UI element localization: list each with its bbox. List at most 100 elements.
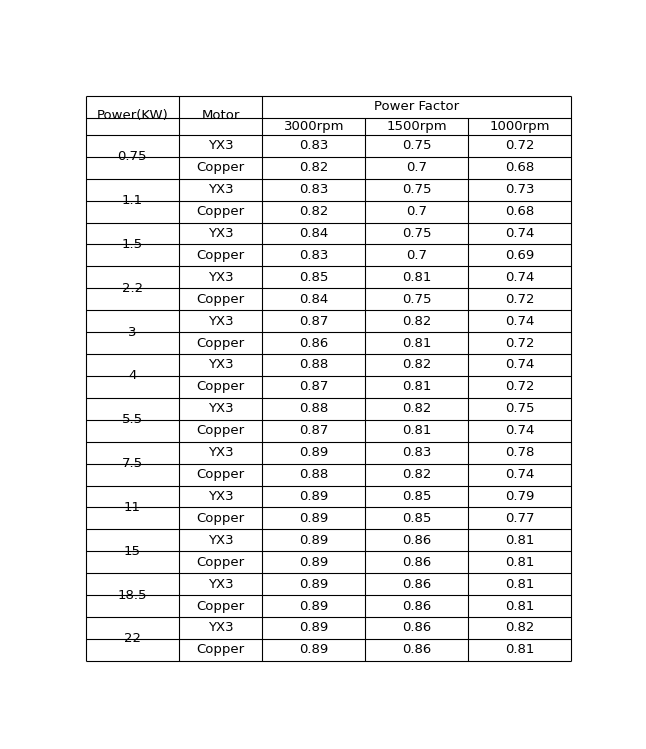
Text: 0.82: 0.82	[402, 315, 432, 327]
Text: YX3: YX3	[208, 446, 233, 459]
Text: 0.74: 0.74	[505, 227, 535, 240]
Text: Copper: Copper	[196, 599, 245, 613]
Text: YX3: YX3	[208, 271, 233, 284]
Text: 0.7: 0.7	[406, 161, 428, 175]
Text: 0.72: 0.72	[505, 293, 535, 306]
Text: 0.83: 0.83	[299, 249, 329, 262]
Text: YX3: YX3	[208, 402, 233, 415]
Text: YX3: YX3	[208, 622, 233, 634]
Text: 0.81: 0.81	[505, 534, 535, 547]
Text: 0.68: 0.68	[505, 161, 535, 175]
Text: 0.75: 0.75	[505, 402, 535, 415]
Text: 0.7: 0.7	[406, 205, 428, 218]
Text: 1.5: 1.5	[122, 238, 143, 251]
Text: 0.72: 0.72	[505, 139, 535, 152]
Text: 0.81: 0.81	[402, 424, 432, 437]
Text: 0.74: 0.74	[505, 359, 535, 372]
Text: 0.85: 0.85	[402, 490, 432, 503]
Text: 4: 4	[128, 369, 136, 383]
Text: 0.89: 0.89	[299, 446, 329, 459]
Text: Copper: Copper	[196, 380, 245, 393]
Text: 0.83: 0.83	[299, 139, 329, 152]
Text: 0.86: 0.86	[402, 577, 432, 591]
Text: YX3: YX3	[208, 359, 233, 372]
Text: 0.73: 0.73	[505, 184, 535, 196]
Text: 0.86: 0.86	[402, 556, 432, 568]
Text: Copper: Copper	[196, 468, 245, 481]
Text: 0.82: 0.82	[505, 622, 535, 634]
Text: 0.75: 0.75	[402, 184, 432, 196]
Text: 0.75: 0.75	[118, 151, 147, 163]
Text: 18.5: 18.5	[118, 589, 147, 601]
Text: 3000rpm: 3000rpm	[284, 120, 344, 133]
Text: 0.82: 0.82	[402, 468, 432, 481]
Text: 0.81: 0.81	[505, 556, 535, 568]
Text: 0.79: 0.79	[505, 490, 535, 503]
Text: 1.1: 1.1	[122, 194, 143, 207]
Text: 3: 3	[128, 326, 136, 339]
Text: 0.89: 0.89	[299, 643, 329, 656]
Text: Copper: Copper	[196, 205, 245, 218]
Text: 0.85: 0.85	[402, 512, 432, 525]
Text: 0.82: 0.82	[402, 359, 432, 372]
Text: 0.88: 0.88	[299, 402, 329, 415]
Text: Power(KW): Power(KW)	[96, 109, 168, 122]
Text: 0.89: 0.89	[299, 577, 329, 591]
Text: 0.89: 0.89	[299, 512, 329, 525]
Text: 0.81: 0.81	[505, 643, 535, 656]
Text: 0.78: 0.78	[505, 446, 535, 459]
Text: 0.88: 0.88	[299, 359, 329, 372]
Text: Copper: Copper	[196, 249, 245, 262]
Text: 0.82: 0.82	[402, 402, 432, 415]
Text: 0.72: 0.72	[505, 380, 535, 393]
Text: 0.86: 0.86	[402, 534, 432, 547]
Text: 0.84: 0.84	[299, 293, 329, 306]
Text: 0.74: 0.74	[505, 424, 535, 437]
Text: 0.81: 0.81	[505, 599, 535, 613]
Text: 2.2: 2.2	[122, 282, 143, 295]
Text: 0.82: 0.82	[299, 205, 329, 218]
Text: 0.81: 0.81	[402, 271, 432, 284]
Text: 0.74: 0.74	[505, 468, 535, 481]
Text: 0.88: 0.88	[299, 468, 329, 481]
Text: 0.89: 0.89	[299, 490, 329, 503]
Text: YX3: YX3	[208, 315, 233, 327]
Text: 0.72: 0.72	[505, 336, 535, 350]
Text: 0.87: 0.87	[299, 424, 329, 437]
Text: YX3: YX3	[208, 490, 233, 503]
Text: YX3: YX3	[208, 534, 233, 547]
Text: 0.82: 0.82	[299, 161, 329, 175]
Text: Copper: Copper	[196, 293, 245, 306]
Text: YX3: YX3	[208, 227, 233, 240]
Text: 22: 22	[124, 632, 141, 646]
Text: 0.84: 0.84	[299, 227, 329, 240]
Text: 0.86: 0.86	[299, 336, 329, 350]
Text: 0.83: 0.83	[402, 446, 432, 459]
Text: 0.74: 0.74	[505, 271, 535, 284]
Text: Power Factor: Power Factor	[375, 100, 459, 113]
Text: 0.81: 0.81	[402, 380, 432, 393]
Text: Copper: Copper	[196, 424, 245, 437]
Text: 0.7: 0.7	[406, 249, 428, 262]
Text: 0.86: 0.86	[402, 643, 432, 656]
Text: YX3: YX3	[208, 577, 233, 591]
Text: 0.68: 0.68	[505, 205, 535, 218]
Text: Copper: Copper	[196, 161, 245, 175]
Text: 0.87: 0.87	[299, 315, 329, 327]
Text: YX3: YX3	[208, 139, 233, 152]
Text: Motor: Motor	[202, 109, 240, 122]
Text: 0.74: 0.74	[505, 315, 535, 327]
Text: 0.69: 0.69	[505, 249, 535, 262]
Text: YX3: YX3	[208, 184, 233, 196]
Text: 0.87: 0.87	[299, 380, 329, 393]
Text: 0.75: 0.75	[402, 227, 432, 240]
Text: Copper: Copper	[196, 556, 245, 568]
Text: 0.86: 0.86	[402, 599, 432, 613]
Text: 0.89: 0.89	[299, 534, 329, 547]
Text: 0.86: 0.86	[402, 622, 432, 634]
Text: Copper: Copper	[196, 512, 245, 525]
Text: 0.89: 0.89	[299, 556, 329, 568]
Text: 0.81: 0.81	[505, 577, 535, 591]
Text: 0.89: 0.89	[299, 622, 329, 634]
Text: 15: 15	[124, 545, 141, 558]
